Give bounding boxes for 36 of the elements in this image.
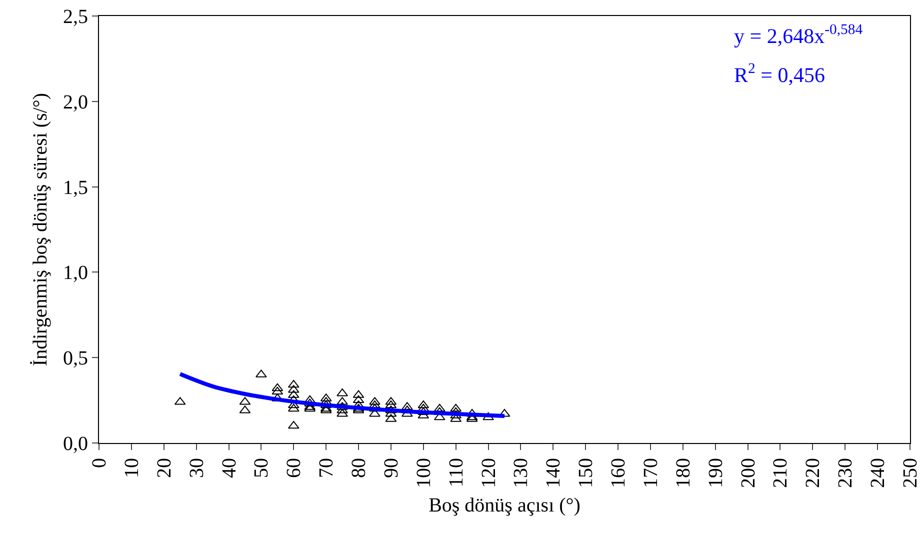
x-tick-label: 220 <box>802 458 824 488</box>
x-tick-label: 160 <box>608 458 630 488</box>
x-tick-label: 100 <box>412 458 435 488</box>
y-tick-label: 2,5 <box>63 6 88 28</box>
x-tick-label: 210 <box>770 458 792 488</box>
x-tick-label: 200 <box>737 458 760 488</box>
x-tick-label: 230 <box>834 458 857 488</box>
y-tick-label: 1,5 <box>63 176 88 199</box>
x-tick-label: 20 <box>153 458 176 478</box>
x-tick-label: 130 <box>510 458 532 488</box>
x-tick-label: 90 <box>380 458 402 478</box>
x-axis-title: Boş dönüş açısı (°) <box>428 494 580 516</box>
x-tick-label: 120 <box>478 458 500 488</box>
annotation: y = 2,648x$^{-0,584}$ <box>734 22 864 48</box>
y-tick-label: 0,0 <box>63 433 88 455</box>
y-axis-title: İndirgenmiş boş dönüş süresi (s/°) <box>30 92 52 366</box>
y-tick-label: 2,0 <box>63 91 88 114</box>
x-tick-label: 150 <box>575 458 598 488</box>
y-tick-label: 1,0 <box>63 262 88 284</box>
x-tick-label: 140 <box>542 458 565 488</box>
x-tick-label: 80 <box>348 458 370 478</box>
x-tick-label: 50 <box>250 458 273 478</box>
x-tick-label: 30 <box>186 458 208 478</box>
x-tick-label: 180 <box>672 458 694 488</box>
x-tick-label: 250 <box>900 458 922 488</box>
x-tick-label: 110 <box>445 458 468 488</box>
x-tick-label: 240 <box>867 458 890 488</box>
x-tick-label: 10 <box>120 458 143 478</box>
x-tick-label: 0 <box>88 458 110 468</box>
x-tick-label: 60 <box>283 458 306 478</box>
x-tick-label: 40 <box>218 458 240 478</box>
y-tick-label: 0,5 <box>63 348 88 370</box>
x-tick-label: 190 <box>704 458 727 488</box>
annotation: R$^{2}$ = 0,456 <box>734 61 825 87</box>
x-tick-label: 170 <box>640 458 662 488</box>
x-tick-label: 70 <box>316 458 338 478</box>
